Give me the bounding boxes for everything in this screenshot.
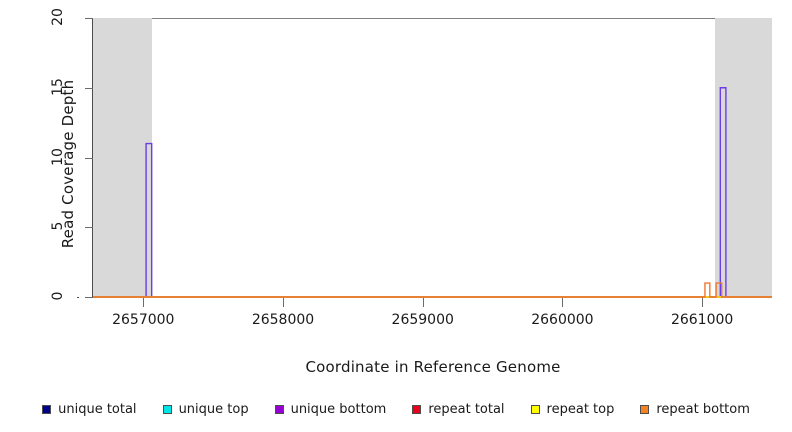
series-layer (93, 87, 772, 298)
x-tick-mark (422, 298, 424, 307)
y-tick-label: 5 (50, 221, 66, 231)
y-tick-mark (85, 227, 93, 229)
left-repeat-region (93, 18, 152, 297)
legend-item-unique-top[interactable]: unique top (162, 401, 249, 417)
legend-label: unique bottom (290, 401, 387, 417)
x-tick-label: 2660000 (531, 312, 594, 328)
legend-item-unique-total[interactable]: unique total (42, 401, 137, 417)
legend-label: repeat bottom (656, 401, 750, 417)
x-axis-title: Coordinate in Reference Genome (305, 358, 561, 376)
x-tick-mark (283, 298, 284, 307)
plot-area (93, 18, 772, 298)
legend-item-repeat-total[interactable]: repeat total (412, 401, 505, 417)
legend-swatch-icon (162, 404, 172, 414)
y-tick-label: 15 (50, 77, 66, 96)
x-tick-label: 2661000 (670, 312, 734, 328)
y-tick-mark (85, 18, 93, 19)
legend-swatch-icon (42, 404, 52, 414)
legend-label: unique top (178, 401, 249, 417)
x-tick-mark (143, 298, 145, 307)
y-tick-mark (85, 297, 93, 298)
legend-swatch-icon (412, 404, 422, 414)
plot-top-frame (93, 18, 772, 19)
x-tick-mark (562, 298, 564, 307)
legend-label: unique total (58, 401, 137, 417)
series-unique-bottom (93, 87, 772, 298)
x-axis-line-stub (77, 297, 79, 298)
y-tick-label: 20 (50, 8, 66, 26)
legend-label: repeat top (546, 401, 615, 417)
y-tick-mark (85, 157, 93, 159)
legend-item-repeat-top[interactable]: repeat top (530, 401, 615, 417)
x-tick-label: 2659000 (391, 312, 454, 328)
legend-swatch-icon (640, 404, 650, 414)
y-tick-label: 0 (50, 291, 66, 301)
x-tick-label: 2658000 (251, 312, 315, 328)
chart-legend: unique total unique top unique bottom repea… (0, 398, 792, 420)
right-repeat-region (714, 18, 772, 297)
y-tick-label: 10 (50, 147, 66, 166)
series-repeat-bottom (93, 282, 772, 298)
legend-swatch-icon (530, 404, 540, 414)
legend-swatch-icon (274, 404, 284, 414)
y-tick-mark (85, 87, 93, 89)
x-tick-label: 2657000 (112, 312, 175, 328)
legend-item-repeat-bottom[interactable]: repeat bottom (640, 402, 750, 417)
legend-item-unique-bottom[interactable]: unique bottom (274, 401, 387, 417)
legend-label: repeat total (428, 401, 505, 417)
x-tick-mark (702, 298, 704, 307)
